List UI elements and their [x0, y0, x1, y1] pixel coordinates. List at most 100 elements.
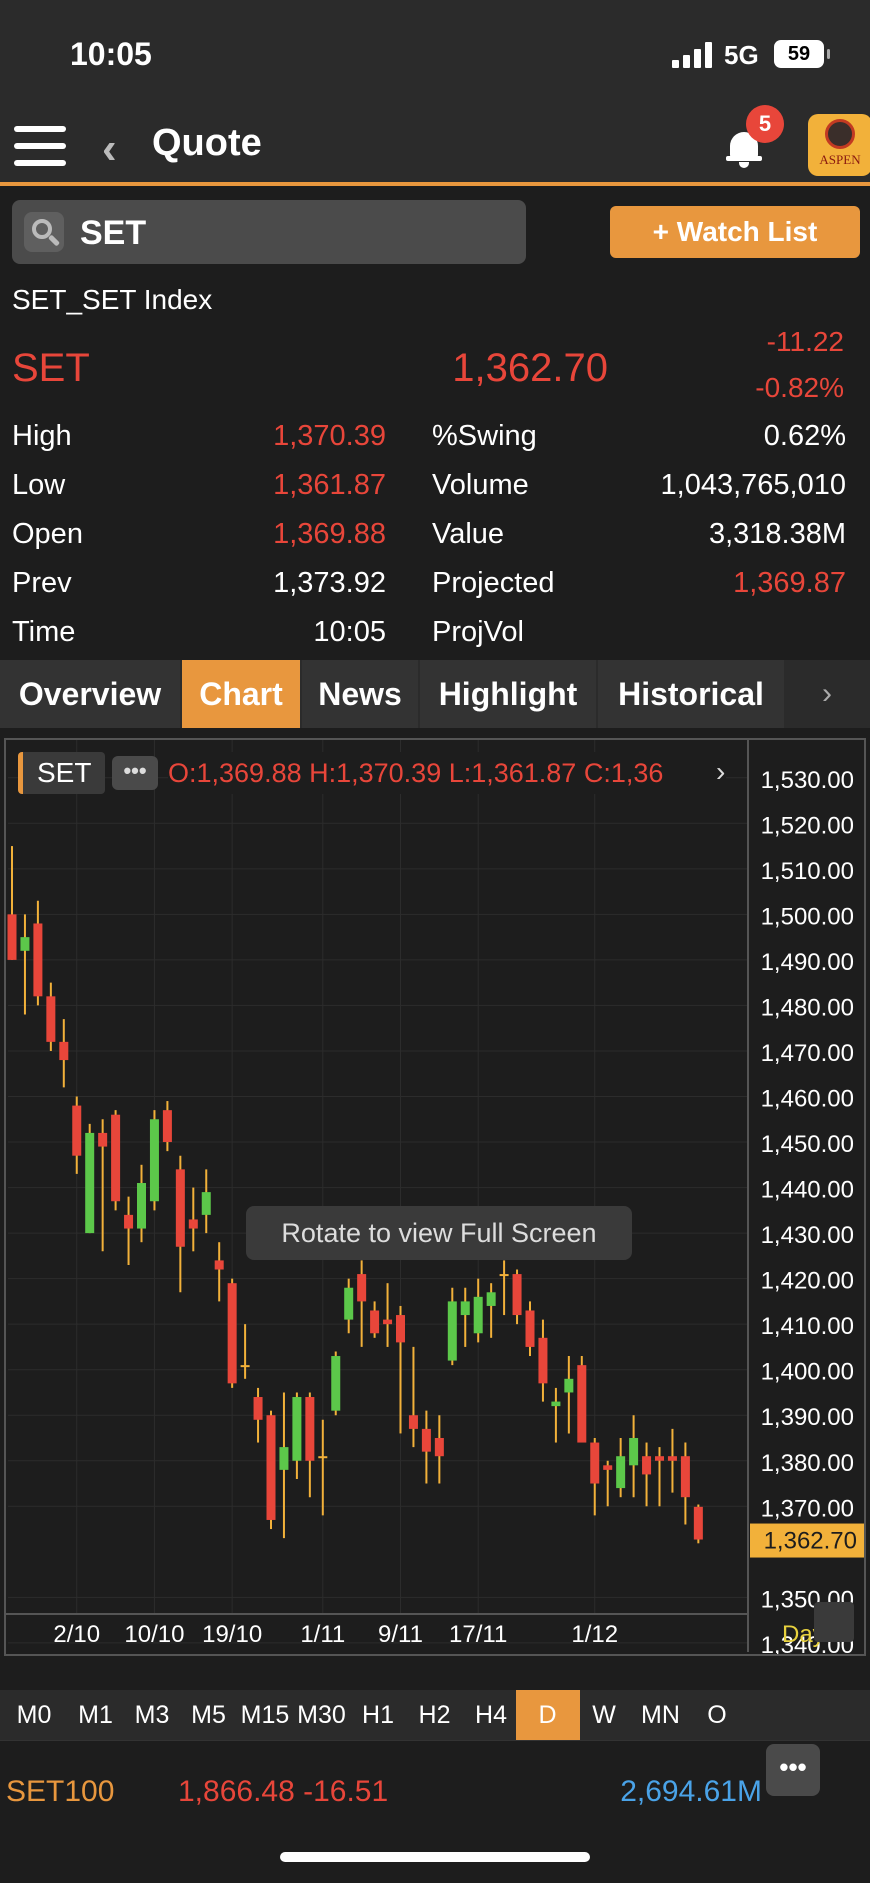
stat-value: 1,370.39 — [273, 420, 386, 452]
candle-body — [279, 1447, 289, 1470]
timeframe-m3[interactable]: M3 — [134, 1701, 170, 1729]
x-tick-label: 1/11 — [300, 1621, 345, 1648]
timeframe-h4[interactable]: H4 — [475, 1701, 507, 1729]
timeframe-m15[interactable]: M15 — [240, 1701, 290, 1729]
search-input[interactable]: SET — [12, 200, 526, 264]
candlestick-chart[interactable]: 1,530.00 1,520.00 1,510.00 1,500.00 1,490.00… — [6, 740, 864, 1654]
stat-label: High — [12, 420, 72, 452]
timeframe-h2[interactable]: H2 — [418, 1701, 451, 1729]
tab-chart[interactable]: Chart — [182, 660, 300, 728]
stat-label: %Swing — [432, 420, 537, 452]
tab-overview[interactable]: Overview — [0, 660, 180, 728]
price-chart[interactable]: 1,530.00 1,520.00 1,510.00 1,500.00 1,490.00… — [4, 738, 866, 1656]
price-change: -11.22 — [766, 326, 844, 357]
stat-label: Low — [12, 469, 66, 501]
chart-options-button[interactable]: ••• — [112, 756, 158, 790]
candle-body — [447, 1301, 457, 1361]
timeframe-m1[interactable]: M1 — [78, 1701, 113, 1729]
stat-value: 1,369.87 — [733, 567, 846, 599]
y-tick-label: 1,440.00 — [761, 1177, 854, 1204]
ohlc-expand-icon[interactable]: › — [716, 756, 726, 787]
tabs-scroll-right-icon[interactable]: › — [784, 660, 870, 728]
candle-body — [149, 1119, 159, 1202]
timeframe-m30[interactable]: M30 — [297, 1701, 346, 1729]
fullscreen-icon[interactable] — [814, 1602, 854, 1642]
tab-news[interactable]: News — [302, 660, 418, 728]
rotate-hint-toast: Rotate to view Full Screen — [246, 1206, 632, 1260]
notification-badge[interactable]: 5 — [746, 105, 784, 143]
home-indicator[interactable] — [280, 1852, 590, 1862]
y-tick-label: 1,460.00 — [761, 1085, 854, 1112]
timeframe-h1[interactable]: H1 — [362, 1701, 394, 1729]
candle-body — [499, 1274, 509, 1277]
candle-body — [693, 1506, 703, 1540]
candle-body — [59, 1041, 69, 1061]
candle-body — [357, 1274, 367, 1302]
price-change-percent: -0.82% — [755, 372, 844, 403]
tab-highlight[interactable]: Highlight — [420, 660, 596, 728]
candle-body — [344, 1287, 354, 1320]
y-tick-label: 1,520.00 — [761, 812, 854, 839]
candle-body — [20, 937, 30, 951]
tab-historical[interactable]: Historical — [598, 660, 784, 728]
candle-body — [473, 1296, 483, 1334]
candle-body — [85, 1132, 95, 1234]
candle-body — [266, 1415, 276, 1520]
menu-icon[interactable] — [14, 124, 66, 168]
last-price-tag — [750, 1523, 864, 1558]
candle-body — [292, 1397, 302, 1461]
y-tick-label: 1,480.00 — [761, 994, 854, 1021]
candle-body — [175, 1169, 185, 1247]
timeframe-mn[interactable]: MN — [641, 1701, 680, 1729]
candle-body — [667, 1456, 677, 1461]
stat-label: ProjVol — [432, 616, 524, 648]
ticker-value: 1,866.48 -16.51 — [178, 1775, 389, 1808]
timeframe-o[interactable]: O — [707, 1701, 727, 1729]
ticker-symbol: SET100 — [6, 1775, 115, 1808]
index-ticker[interactable]: SET100 1,866.48 -16.51 2,694.61M — [0, 1740, 870, 1860]
ticker-volume: 2,694.61M — [620, 1775, 762, 1808]
stat-value: 1,043,765,010 — [660, 469, 846, 501]
y-tick-label: 1,430.00 — [761, 1222, 854, 1249]
chart-symbol-tag[interactable]: SET — [18, 752, 106, 794]
candle-body — [137, 1183, 146, 1229]
candle-body — [512, 1274, 522, 1316]
candle-body — [46, 996, 56, 1042]
aspen-logo[interactable]: ASPEN — [808, 114, 870, 176]
add-watchlist-button[interactable]: + Watch List — [610, 206, 860, 258]
y-tick-label: 1,420.00 — [761, 1268, 854, 1295]
y-tick-label: 1,410.00 — [761, 1313, 854, 1340]
nav-bar: ‹ Quote — [0, 108, 870, 186]
chart-ohlc-readout: O:1,369.88 H:1,370.39 L:1,361.87 C:1,36 — [168, 752, 726, 794]
candle-body — [642, 1456, 652, 1475]
candle-body — [331, 1356, 341, 1411]
candle-body — [7, 914, 17, 960]
aspen-logo-text: ASPEN — [819, 152, 861, 167]
candle-body — [577, 1365, 587, 1443]
timeframe-m5[interactable]: M5 — [191, 1701, 226, 1729]
security-symbol: SET — [12, 346, 90, 390]
x-tick-label: 9/11 — [378, 1621, 423, 1648]
network-type: 5G — [724, 40, 759, 70]
last-price: 1,362.70 — [452, 346, 608, 390]
candle-body — [486, 1292, 496, 1306]
back-chevron-icon[interactable]: ‹ — [102, 124, 117, 173]
candle-body — [240, 1365, 250, 1368]
candle-body — [318, 1456, 328, 1459]
candle-body — [680, 1456, 690, 1498]
timeframe-d[interactable]: D — [515, 1690, 580, 1740]
ticker-more-button[interactable]: ••• — [766, 1744, 820, 1796]
x-tick-label: 10/10 — [124, 1621, 184, 1648]
y-tick-label: 1,530.00 — [761, 767, 854, 794]
x-tick-label: 19/10 — [202, 1621, 262, 1648]
candle-body — [655, 1456, 664, 1461]
timeframe-bar: M0 M1 M3 M5 M15 M30 H1 H2 H4 D W MN O — [0, 1690, 870, 1740]
candle-body — [434, 1437, 444, 1457]
search-value[interactable]: SET — [80, 214, 147, 252]
candle-body — [72, 1105, 82, 1156]
timeframe-m0[interactable]: M0 — [16, 1701, 52, 1729]
candle-body — [460, 1301, 470, 1316]
timeframe-w[interactable]: W — [592, 1701, 616, 1729]
last-price-tag-label: 1,362.70 — [764, 1528, 857, 1555]
search-icon[interactable] — [24, 212, 64, 252]
